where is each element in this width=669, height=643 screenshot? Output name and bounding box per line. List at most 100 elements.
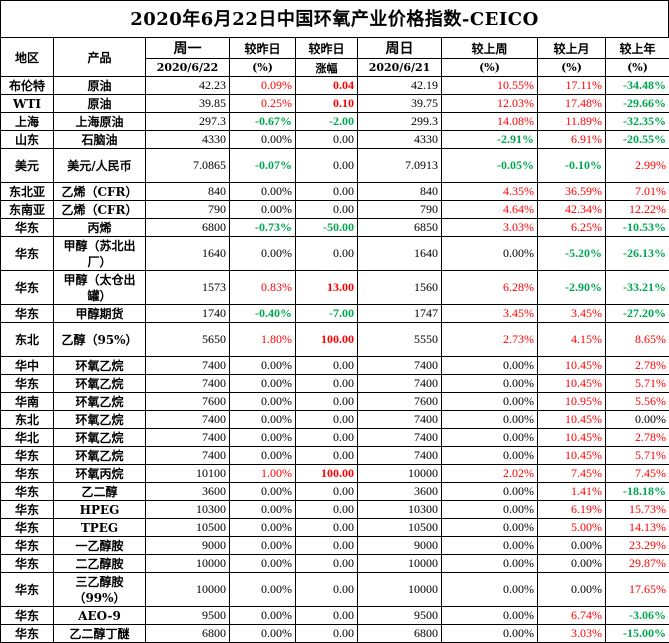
monday-price-cell: 7.0865 [146, 149, 230, 183]
product-cell: 丙烯 [54, 219, 146, 237]
vs-last-week-cell: 0.00% [442, 625, 538, 643]
region-cell: 东北 [1, 323, 54, 357]
vs-last-year-cell: 14.13% [606, 519, 669, 537]
vs-last-year-cell: 5.71% [606, 375, 669, 393]
vs-last-year-cell: -3.06% [606, 607, 669, 625]
product-cell: 美元/人民币 [54, 149, 146, 183]
header-vs-prev-day2-unit: 涨幅 [296, 59, 358, 77]
sunday-price-cell: 39.75 [358, 95, 442, 113]
vs-last-year-cell: -20.55% [606, 131, 669, 149]
sunday-price-cell: 6850 [358, 219, 442, 237]
vs-prev-day-pct-cell: -0.67% [230, 113, 296, 131]
region-cell: 华东 [1, 555, 54, 573]
product-cell: 原油 [54, 95, 146, 113]
vs-prev-day-pct-cell: 0.00% [230, 131, 296, 149]
region-cell: 华东 [1, 219, 54, 237]
sunday-price-cell: 7.0913 [358, 149, 442, 183]
vs-last-year-cell: 5.56% [606, 393, 669, 411]
vs-last-year-cell: -26.13% [606, 237, 669, 271]
region-cell: 东南亚 [1, 201, 54, 219]
monday-price-cell: 7600 [146, 393, 230, 411]
vs-last-week-cell: 0.00% [442, 483, 538, 501]
header-mon-date: 2020/6/22 [146, 59, 230, 77]
header-vs-last-month: 较上月 [538, 38, 606, 59]
product-cell: 石脑油 [54, 131, 146, 149]
vs-prev-day-pct-cell: -0.73% [230, 219, 296, 237]
vs-prev-day-pct-cell: 0.00% [230, 607, 296, 625]
sunday-price-cell: 6800 [358, 625, 442, 643]
product-cell: 三乙醇胺（99%） [54, 573, 146, 607]
monday-price-cell: 3600 [146, 483, 230, 501]
vs-last-week-cell: 0.00% [442, 429, 538, 447]
monday-price-cell: 7400 [146, 375, 230, 393]
vs-last-year-cell: -10.53% [606, 219, 669, 237]
vs-last-week-cell: 4.64% [442, 201, 538, 219]
product-cell: HPEG [54, 501, 146, 519]
header-vs-last-month-unit: (%) [538, 59, 606, 77]
vs-prev-day-change-cell: 0.00 [296, 411, 358, 429]
vs-prev-day-change-cell: 0.00 [296, 625, 358, 643]
region-cell: 东北 [1, 411, 54, 429]
product-cell: 乙二醇丁醚 [54, 625, 146, 643]
product-cell: AEO-9 [54, 607, 146, 625]
region-cell: 华南 [1, 393, 54, 411]
region-cell: 东北亚 [1, 183, 54, 201]
product-cell: 甲醇期货 [54, 305, 146, 323]
monday-price-cell: 6800 [146, 219, 230, 237]
vs-prev-day-pct-cell: 1.80% [230, 323, 296, 357]
vs-last-month-cell: 0.00% [538, 573, 606, 607]
vs-last-week-cell: 0.00% [442, 357, 538, 375]
header-vs-last-week-unit: (%) [442, 59, 538, 77]
sunday-price-cell: 10000 [358, 555, 442, 573]
vs-prev-day-change-cell: -50.00 [296, 219, 358, 237]
vs-last-week-cell: 2.73% [442, 323, 538, 357]
vs-last-year-cell: 15.73% [606, 501, 669, 519]
product-cell: 环氧乙烷 [54, 429, 146, 447]
vs-prev-day-pct-cell: 0.83% [230, 271, 296, 305]
sunday-price-cell: 10300 [358, 501, 442, 519]
vs-prev-day-change-cell: 0.00 [296, 537, 358, 555]
product-cell: 一乙醇胺 [54, 537, 146, 555]
sunday-price-cell: 7400 [358, 357, 442, 375]
sunday-price-cell: 4330 [358, 131, 442, 149]
vs-last-week-cell: 0.00% [442, 237, 538, 271]
vs-last-month-cell: 3.45% [538, 305, 606, 323]
vs-last-week-cell: 0.00% [442, 607, 538, 625]
monday-price-cell: 42.23 [146, 77, 230, 95]
monday-price-cell: 10000 [146, 555, 230, 573]
vs-prev-day-change-cell: 13.00 [296, 271, 358, 305]
sunday-price-cell: 10500 [358, 519, 442, 537]
vs-prev-day-change-cell: 0.00 [296, 483, 358, 501]
vs-prev-day-change-cell: 0.00 [296, 375, 358, 393]
vs-last-month-cell: 36.59% [538, 183, 606, 201]
product-cell: 环氧乙烷 [54, 411, 146, 429]
product-cell: 甲醇（苏北出厂） [54, 237, 146, 271]
vs-last-year-cell: -29.66% [606, 95, 669, 113]
vs-prev-day-change-cell: 0.00 [296, 183, 358, 201]
vs-prev-day-change-cell: 0.10 [296, 95, 358, 113]
vs-last-week-cell: -0.05% [442, 149, 538, 183]
vs-last-month-cell: 10.45% [538, 429, 606, 447]
sunday-price-cell: 5550 [358, 323, 442, 357]
sunday-price-cell: 1747 [358, 305, 442, 323]
vs-prev-day-change-cell: -7.00 [296, 305, 358, 323]
product-cell: 环氧乙烷 [54, 375, 146, 393]
vs-last-month-cell: 0.00% [538, 555, 606, 573]
product-cell: 环氧丙烷 [54, 465, 146, 483]
sunday-price-cell: 7400 [358, 429, 442, 447]
region-cell: 华北 [1, 429, 54, 447]
monday-price-cell: 10000 [146, 573, 230, 607]
sunday-price-cell: 7400 [358, 447, 442, 465]
region-cell: 上海 [1, 113, 54, 131]
vs-last-year-cell: 29.87% [606, 555, 669, 573]
region-cell: 华东 [1, 305, 54, 323]
